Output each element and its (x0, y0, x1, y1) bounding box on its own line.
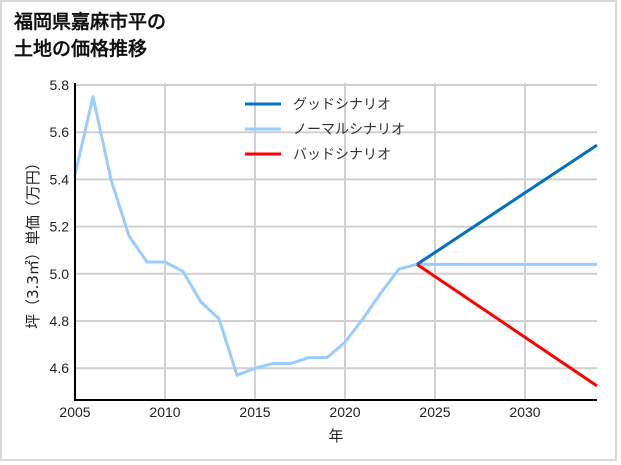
x-axis-label: 年 (328, 427, 343, 445)
y-tick-label: 4.6 (50, 360, 70, 376)
y-tick-label: 5.8 (50, 77, 70, 93)
axes (74, 83, 597, 401)
series-line (73, 95, 597, 377)
x-tick-label: 2025 (419, 404, 450, 420)
y-axis-label: 坪（3.3㎡）単価（万円） (24, 155, 42, 329)
chart-title-line2: 土地の価格推移 (14, 38, 148, 60)
legend-label: グッドシナリオ (293, 97, 391, 113)
y-tick-label: 4.8 (50, 313, 70, 329)
y-tick-label: 5.4 (50, 171, 70, 187)
series-line (416, 143, 598, 266)
chart-title: 福岡県嘉麻市平の 土地の価格推移 (14, 9, 166, 63)
x-tick-label: 2010 (149, 404, 180, 420)
series-line (416, 263, 598, 388)
y-tick-label: 5.0 (50, 266, 70, 282)
y-tick-label: 5.6 (50, 124, 70, 140)
x-tick-label: 2030 (509, 404, 540, 420)
x-tick-label: 2015 (239, 404, 270, 420)
data-series (73, 95, 598, 388)
y-tick-label: 5.2 (50, 219, 70, 235)
legend-label: ノーマルシナリオ (293, 122, 405, 138)
tick-labels: 2005 2010 2015 2020 2025 2030 4.6 4.8 5.0 5.2 5.4 5… (50, 77, 541, 420)
x-tick-label: 2020 (329, 404, 360, 420)
x-tick-label: 2005 (59, 404, 90, 420)
legend-label: バッドシナリオ (293, 147, 391, 163)
chart-title-line1: 福岡県嘉麻市平の (14, 11, 167, 33)
grid-lines (75, 83, 597, 400)
